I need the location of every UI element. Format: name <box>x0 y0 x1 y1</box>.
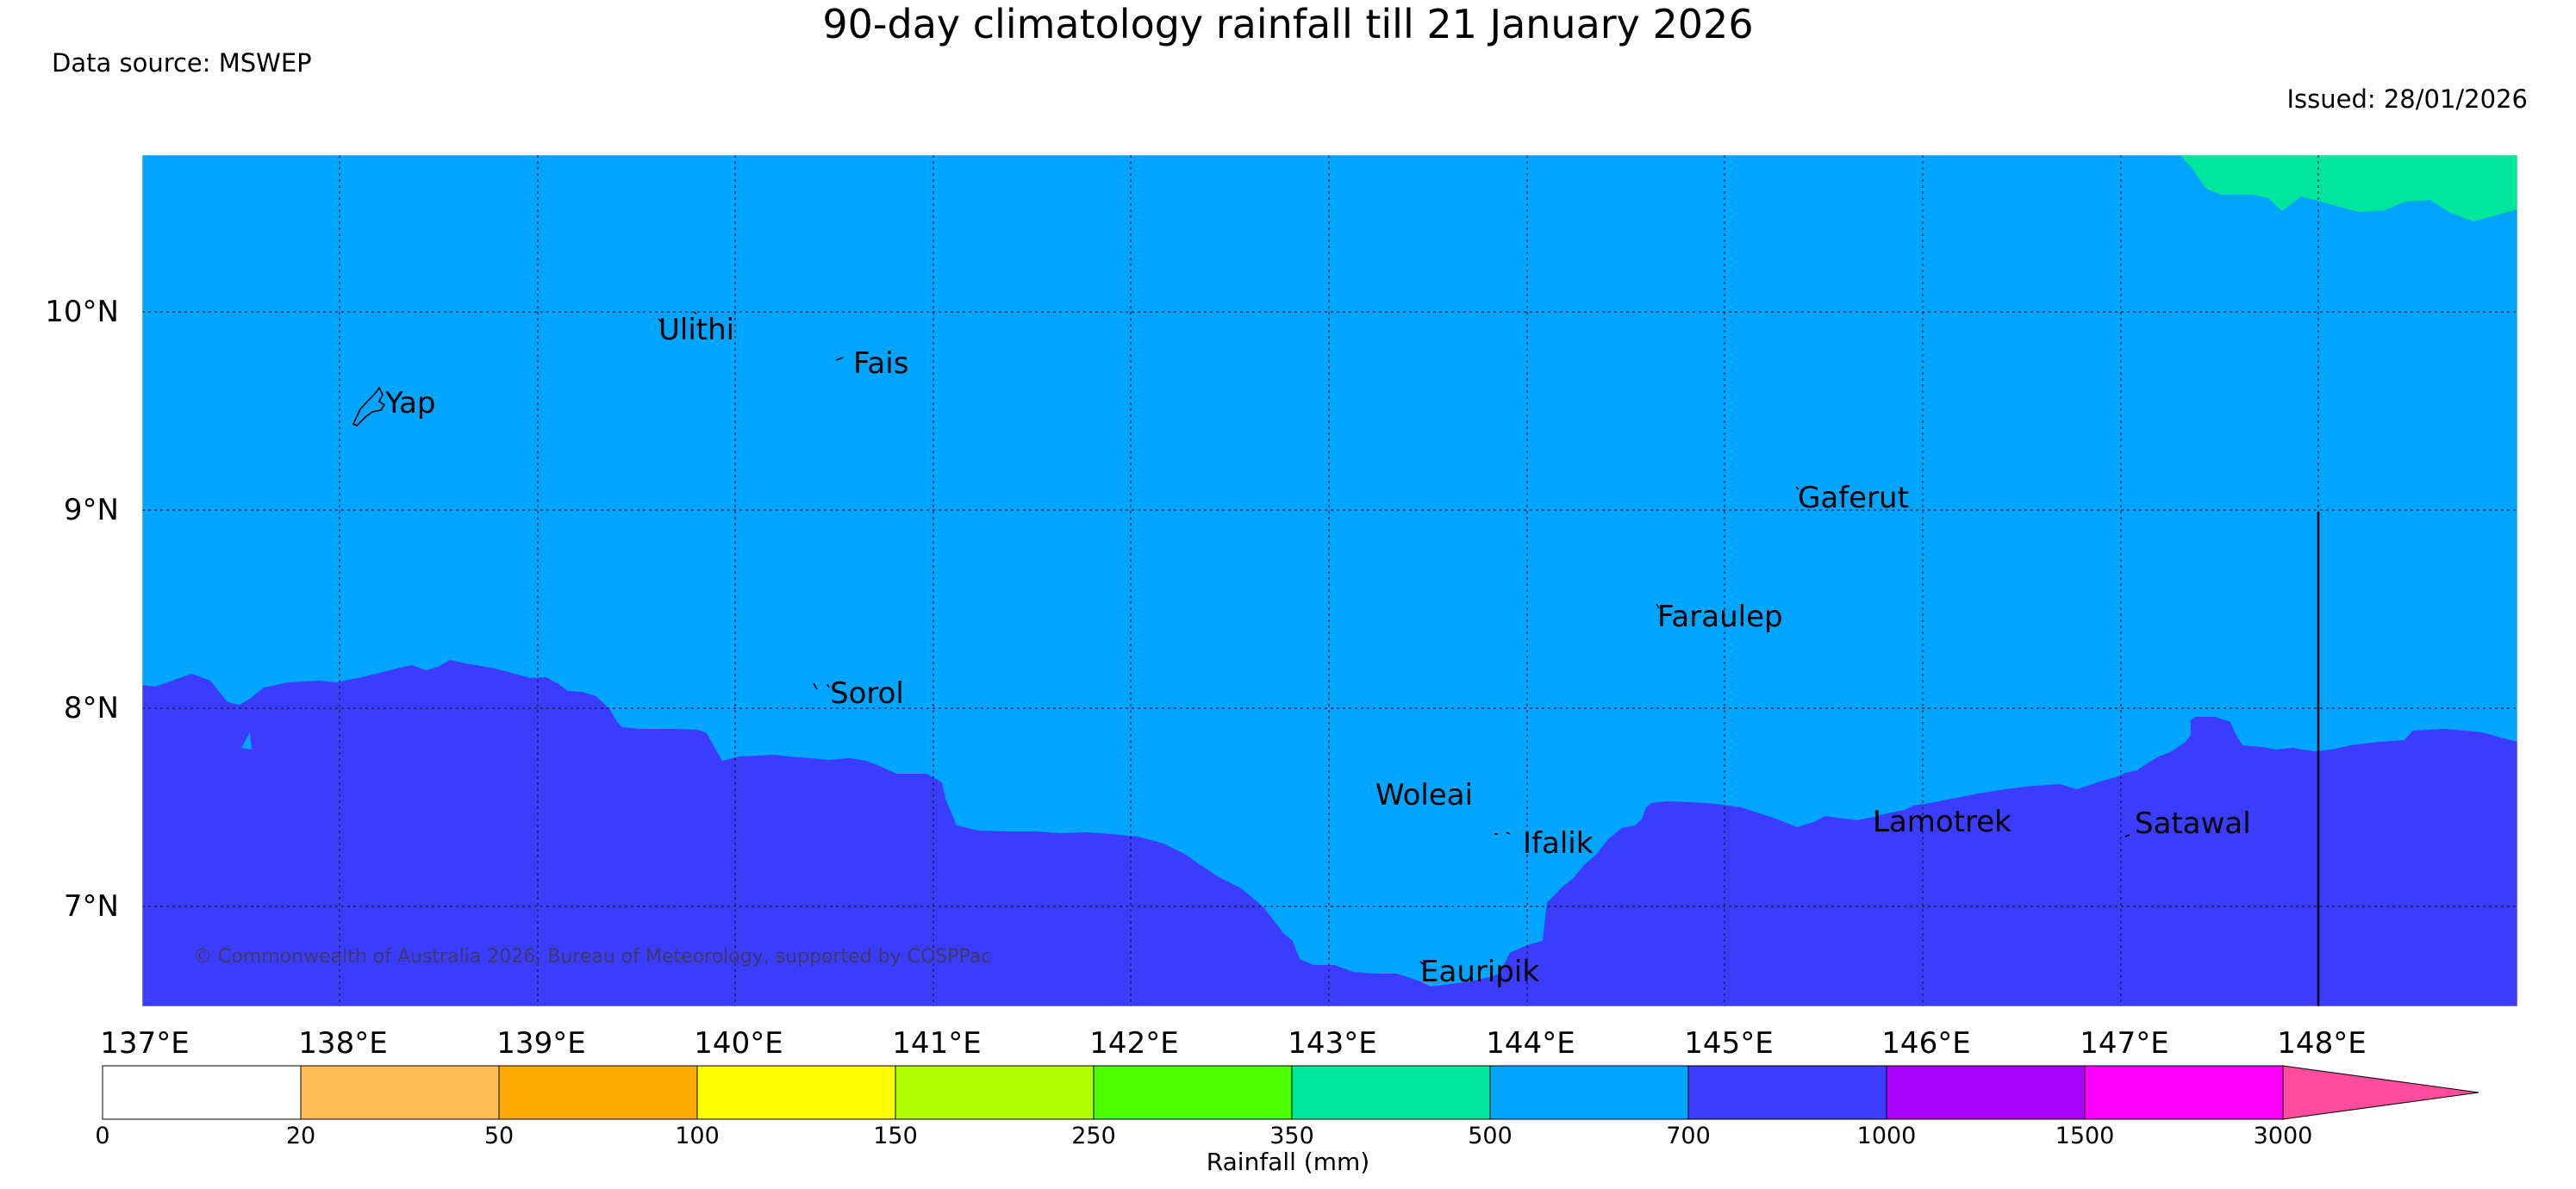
lat-label-7n: 7°N <box>63 889 119 924</box>
lon-label-138e: 138°E <box>298 1026 388 1061</box>
lat-label-10n: 10°N <box>45 295 119 329</box>
woleai-atoll <box>1376 786 1381 791</box>
islands <box>352 311 2130 965</box>
lon-label-141e: 141°E <box>892 1026 982 1061</box>
rainfall-band-700-1000 <box>142 660 2517 1006</box>
colorbar-segment-500-700 <box>1489 1065 1689 1120</box>
gaferut-island <box>1795 486 1799 490</box>
lon-label-144e: 144°E <box>1486 1026 1575 1061</box>
sorol-atoll <box>813 682 818 690</box>
ifalik-atoll-2 <box>1506 831 1511 835</box>
colorbar-segment-150-250 <box>895 1065 1095 1120</box>
colorbar-segment-0-20 <box>102 1065 302 1120</box>
lon-label-146e: 146°E <box>1881 1026 1971 1061</box>
colorbar-tick-20: 20 <box>285 1123 316 1149</box>
copyright-notice: © Commonwealth of Australia 2026, Bureau… <box>193 946 992 968</box>
place-label-satawal: Satawal <box>2135 806 2251 841</box>
lon-label-147e: 147°E <box>2080 1026 2169 1061</box>
rainfall-band-350-500 <box>2180 155 2517 221</box>
issued-date: Issued: 28/01/2026 <box>2286 84 2528 114</box>
colorbar-extension-arrow <box>2282 1065 2479 1120</box>
eauripik-atoll <box>1419 961 1424 965</box>
sorol-atoll-2 <box>826 683 830 688</box>
colorbar-tick-3000: 3000 <box>2253 1123 2313 1149</box>
place-label-eauripik: Eauripik <box>1420 955 1540 989</box>
lamotrek-atoll <box>1874 811 1879 816</box>
place-label-woleai: Woleai <box>1375 778 1474 812</box>
colorbar-tick-700: 700 <box>1666 1123 1711 1149</box>
colorbar-segment-250-350 <box>1093 1065 1293 1120</box>
colorbar-tick-250: 250 <box>1071 1123 1116 1149</box>
satawal-island <box>2124 834 2130 837</box>
colorbar-tick-1000: 1000 <box>1856 1123 1917 1149</box>
colorbar-tick-50: 50 <box>483 1123 515 1149</box>
colorbar-segment-350-500 <box>1291 1065 1491 1120</box>
colorbar-tick-150: 150 <box>873 1123 918 1149</box>
colorbar-label: Rainfall (mm) <box>1206 1148 1370 1176</box>
fais-island <box>835 357 844 361</box>
yap-island-outline <box>352 386 386 426</box>
place-label-faraulep: Faraulep <box>1657 600 1783 634</box>
colorbar-tick-100: 100 <box>675 1123 720 1149</box>
colorbar-tick-500: 500 <box>1468 1123 1513 1149</box>
colorbar-tick-1500: 1500 <box>2055 1123 2115 1149</box>
ulithi-atoll <box>658 318 663 323</box>
place-label-yap: Yap <box>385 386 436 420</box>
page-title: 90-day climatology rainfall till 21 Janu… <box>822 1 1754 47</box>
lat-label-9n: 9°N <box>63 493 119 527</box>
place-label-gaferut: Gaferut <box>1798 481 1909 515</box>
faraulep-atoll <box>1656 603 1660 609</box>
colorbar-tick-0: 0 <box>95 1123 110 1149</box>
lon-label-140e: 140°E <box>694 1026 783 1061</box>
colorbar-segment-700-1000 <box>1687 1065 1887 1120</box>
colorbar-segment-1500-3000 <box>2084 1065 2284 1120</box>
ulithi-atoll-2 <box>693 311 697 314</box>
place-label-ifalik: Ifalik <box>1523 826 1594 861</box>
lon-label-142e: 142°E <box>1089 1026 1179 1061</box>
place-label-fais: Fais <box>853 346 909 381</box>
lon-label-143e: 143°E <box>1288 1026 1377 1061</box>
colorbar-segment-50-100 <box>498 1065 698 1120</box>
lon-label-139e: 139°E <box>496 1026 586 1061</box>
colorbar-segment-1000-1500 <box>1886 1065 2086 1120</box>
lon-label-148e: 148°E <box>2277 1026 2367 1061</box>
place-label-ulithi: Ulithi <box>658 313 735 347</box>
colorbar <box>102 1065 2479 1120</box>
map-frame <box>141 154 2518 1007</box>
colorbar-segment-20-50 <box>300 1065 500 1120</box>
place-label-sorol: Sorol <box>830 676 904 711</box>
colorbar-segment-100-150 <box>696 1065 896 1120</box>
colorbar-tick-350: 350 <box>1269 1123 1314 1149</box>
place-label-lamotrek: Lamotrek <box>1873 805 2012 839</box>
lat-label-8n: 8°N <box>63 691 119 725</box>
graticule <box>142 155 2517 1006</box>
lon-label-145e: 145°E <box>1684 1026 1774 1061</box>
lon-label-137e: 137°E <box>100 1026 190 1061</box>
rainfall-spot <box>241 732 252 750</box>
data-source-text: Data source: MSWEP <box>52 48 312 78</box>
